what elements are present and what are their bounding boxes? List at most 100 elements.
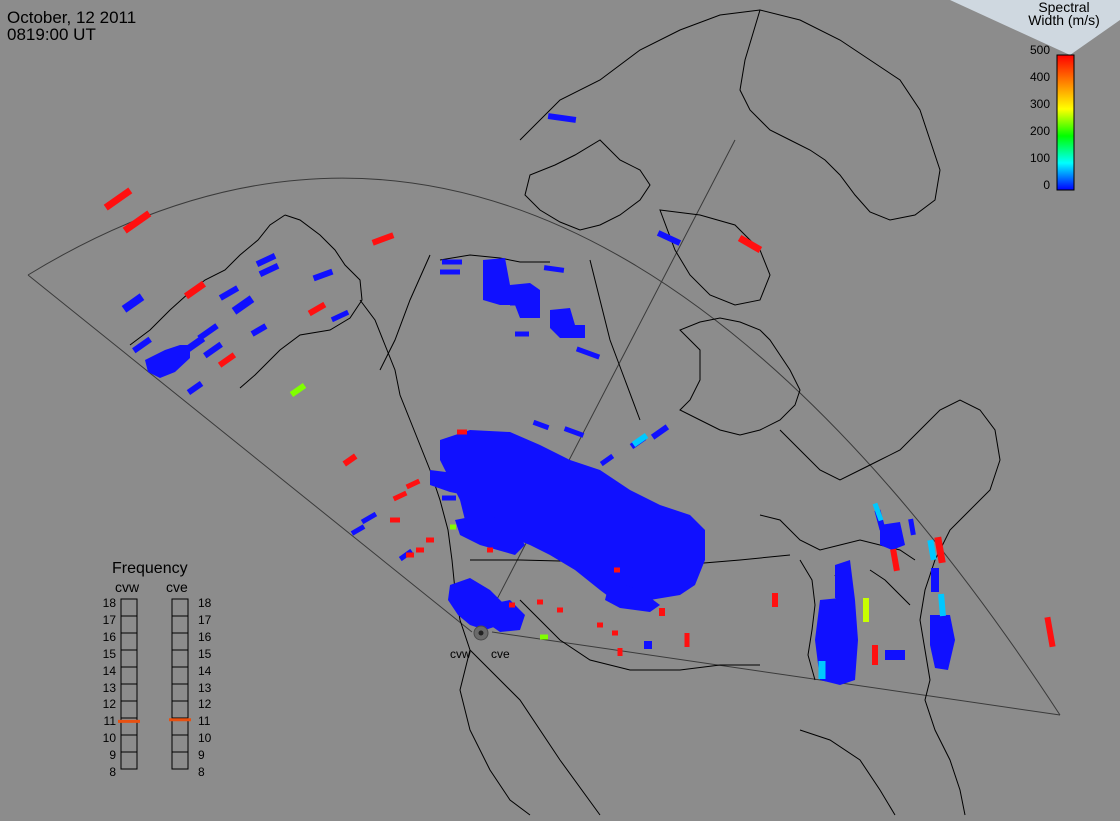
echo-cell bbox=[250, 323, 268, 337]
echo-cell bbox=[360, 511, 378, 525]
echo-cell bbox=[186, 380, 204, 396]
echo-cell bbox=[406, 552, 414, 558]
echo-cell bbox=[644, 641, 652, 649]
frequency-scale-label: 13 bbox=[102, 680, 116, 695]
colorbar-tick: 100 bbox=[1029, 151, 1050, 165]
echo-cell bbox=[121, 293, 145, 313]
echo-cell bbox=[203, 341, 223, 359]
echo-cell bbox=[532, 419, 550, 431]
echo-cell bbox=[217, 352, 237, 368]
echo-cell bbox=[614, 567, 620, 573]
echo-cell bbox=[218, 285, 240, 301]
echo-cell bbox=[184, 335, 206, 353]
colorbar-title-line1: Spectral bbox=[1038, 0, 1090, 15]
frequency-scale-label: 10 bbox=[102, 731, 116, 746]
echo-cell bbox=[547, 113, 577, 123]
echo-cell bbox=[442, 259, 462, 265]
frequency-radar-cve: cve bbox=[166, 579, 188, 595]
echo-cell bbox=[772, 593, 778, 607]
echo-cell bbox=[557, 607, 563, 613]
date-label: October, 12 2011 bbox=[7, 8, 137, 27]
echo-cell bbox=[885, 650, 905, 660]
echo-cell bbox=[605, 580, 660, 612]
frequency-scale-label: 14 bbox=[198, 663, 212, 678]
echo-cell bbox=[818, 661, 826, 679]
frequency-scale-label: 14 bbox=[102, 663, 116, 678]
echo-cell bbox=[132, 336, 152, 354]
echo-cell bbox=[612, 630, 618, 636]
frequency-scale-label: 13 bbox=[198, 680, 212, 695]
frequency-title: Frequency bbox=[112, 560, 188, 577]
echo-cell bbox=[1044, 616, 1056, 648]
echo-cell bbox=[650, 424, 670, 440]
frequency-scale-label: 11 bbox=[198, 714, 211, 729]
echo-cell bbox=[405, 478, 421, 490]
colorbar-tick: 500 bbox=[1029, 43, 1050, 57]
echo-cell bbox=[457, 429, 467, 435]
echo-cell bbox=[231, 295, 255, 315]
echo-cell bbox=[371, 232, 395, 246]
echo-cell bbox=[597, 622, 603, 628]
echo-cell bbox=[872, 645, 878, 665]
echo-cell bbox=[442, 495, 456, 501]
echo-cell bbox=[390, 517, 400, 523]
frequency-scale-label: 18 bbox=[102, 596, 116, 610]
echo-cell bbox=[872, 502, 884, 522]
frequency-scale-label: 17 bbox=[102, 612, 116, 627]
frequency-scale-label: 8 bbox=[198, 765, 205, 779]
echo-cell bbox=[863, 598, 869, 622]
echo-cell bbox=[596, 564, 608, 570]
echo-cell bbox=[430, 470, 520, 500]
echo-cell bbox=[890, 548, 900, 572]
echo-cell bbox=[880, 522, 905, 550]
echo-cell bbox=[684, 633, 690, 647]
frequency-scale-label: 8 bbox=[109, 765, 116, 779]
echo-cell bbox=[927, 539, 937, 561]
colorbar-tick: 200 bbox=[1029, 124, 1050, 138]
echo-cell bbox=[255, 253, 277, 267]
colorbar bbox=[1056, 54, 1075, 191]
colorbar-tick: 300 bbox=[1029, 97, 1050, 111]
echo-cell bbox=[575, 346, 601, 360]
colorbar-tick: 0 bbox=[1043, 178, 1050, 192]
radar-label-cvw: cvw bbox=[450, 647, 471, 661]
echo-cell bbox=[908, 518, 916, 536]
echo-cell bbox=[550, 308, 585, 338]
echo-cell bbox=[289, 382, 307, 398]
echo-cell bbox=[631, 432, 649, 448]
echo-cell bbox=[440, 430, 705, 605]
echo-cell bbox=[831, 610, 845, 650]
frequency-scale-label: 10 bbox=[198, 731, 212, 746]
frequency-scale-label: 15 bbox=[198, 646, 212, 661]
frequency-radar-cvw: cvw bbox=[115, 579, 140, 595]
echo-cell bbox=[659, 608, 665, 616]
scatter-cells bbox=[103, 113, 1056, 685]
frequency-scale-label: 9 bbox=[109, 748, 116, 763]
frequency-scale-label: 12 bbox=[102, 697, 116, 712]
colorbar-tick: 400 bbox=[1029, 70, 1050, 84]
echo-cell bbox=[563, 426, 585, 438]
frequency-gauge-cve bbox=[169, 598, 191, 770]
echo-cell bbox=[450, 524, 456, 530]
echo-cell bbox=[938, 593, 946, 617]
echo-cell bbox=[330, 309, 350, 323]
echo-cell bbox=[350, 524, 366, 536]
echo-cell bbox=[183, 280, 207, 300]
echo-cell bbox=[392, 490, 408, 502]
frequency-scale-label: 18 bbox=[198, 596, 212, 610]
echo-cell bbox=[934, 536, 946, 564]
echo-cell bbox=[342, 453, 358, 467]
echo-cell bbox=[483, 258, 540, 318]
echo-cell bbox=[931, 568, 939, 592]
frequency-scale-label: 16 bbox=[102, 629, 116, 644]
frequency-scale-label: 9 bbox=[198, 748, 205, 763]
echo-cell bbox=[537, 599, 543, 605]
echo-cell bbox=[510, 300, 530, 306]
echo-cell bbox=[936, 648, 944, 662]
echo-cell bbox=[487, 547, 493, 553]
radar-site-marker-inner bbox=[478, 630, 484, 636]
frequency-scale-label: 17 bbox=[198, 612, 212, 627]
echo-cell bbox=[543, 265, 565, 273]
frequency-gauge-cvw bbox=[118, 598, 140, 770]
